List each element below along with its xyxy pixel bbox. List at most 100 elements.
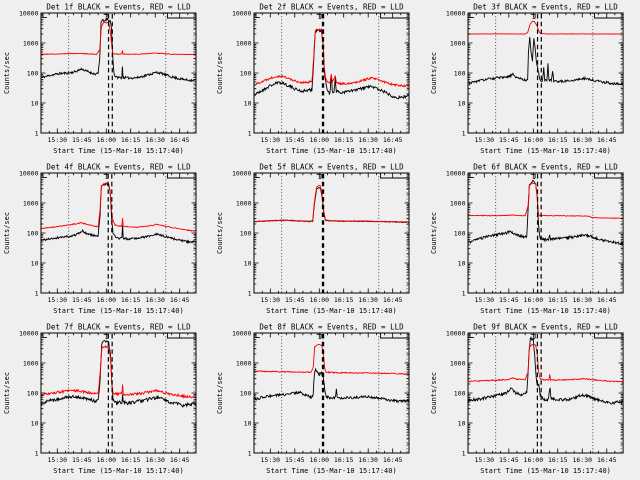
axis-ticks xyxy=(254,172,410,294)
x-tick-label: 15:30 xyxy=(474,136,494,144)
y-tick-label: 10 xyxy=(31,259,39,267)
black-events-curve xyxy=(253,367,410,404)
red-lld-curve xyxy=(467,182,623,219)
y-tick-label: 100 xyxy=(240,229,252,237)
y-axis-label: Counts/sec xyxy=(216,52,224,94)
panel-det-3f: Det 3f BLACK = Events, RED = LLD 1 10 100 10… xyxy=(427,0,640,160)
black-events-curve xyxy=(40,339,197,408)
plot-title: Det 4f BLACK = Events, RED = LLD xyxy=(46,162,191,171)
x-tick-label: 15:45 xyxy=(72,136,92,144)
x-tick-label: 16:00 xyxy=(523,296,543,304)
x-tick-label: 15:45 xyxy=(499,456,519,464)
x-axis-label: Start Time (15-Mar-10 15:17:40) xyxy=(53,467,183,475)
y-tick-label: 10 xyxy=(457,99,465,107)
y-axis-label: Counts/sec xyxy=(3,372,11,414)
y-tick-label: 10000 xyxy=(446,9,466,17)
plot-det-7f: Det 7f BLACK = Events, RED = LLD 1 10 100 10… xyxy=(3,322,197,475)
panel-det-7f: Det 7f BLACK = Events, RED = LLD 1 10 100 10… xyxy=(0,320,213,480)
y-axis-label: Counts/sec xyxy=(430,52,438,94)
y-tick-label: 10000 xyxy=(19,329,39,337)
flag-marker xyxy=(255,173,410,179)
y-tick-label: 100 xyxy=(27,389,39,397)
flag-marker xyxy=(42,13,196,19)
x-tick-label: 16:45 xyxy=(383,136,403,144)
y-tick-label: 1 xyxy=(461,289,465,297)
black-events-curve xyxy=(40,17,197,82)
y-axis-label: Counts/sec xyxy=(430,372,438,414)
x-tick-label: 15:45 xyxy=(285,136,305,144)
x-tick-label: 16:15 xyxy=(334,296,354,304)
x-tick-label: 15:30 xyxy=(48,296,68,304)
y-tick-label: 1000 xyxy=(236,199,252,207)
y-tick-label: 1000 xyxy=(236,359,252,367)
x-tick-label: 16:30 xyxy=(572,296,592,304)
plot-det-8f: Det 8f BLACK = Events, RED = LLD 1 10 100 10… xyxy=(216,322,410,475)
plot-title: Det 2f BLACK = Events, RED = LLD xyxy=(260,2,405,11)
x-axis-label: Start Time (15-Mar-10 15:17:40) xyxy=(267,467,397,475)
x-tick-label: 16:15 xyxy=(121,136,141,144)
x-tick-label: 16:30 xyxy=(359,296,379,304)
plot-det-1f: Det 1f BLACK = Events, RED = LLD 1 10 100 10… xyxy=(3,2,197,155)
axis-frame xyxy=(253,12,410,134)
x-tick-label: 15:45 xyxy=(72,456,92,464)
x-tick-label: 15:30 xyxy=(48,136,68,144)
x-tick-label: 15:30 xyxy=(261,296,281,304)
flag-marker xyxy=(469,333,623,339)
x-tick-label: 16:00 xyxy=(523,136,543,144)
red-lld-curve xyxy=(254,343,410,375)
y-tick-label: 1 xyxy=(461,129,465,137)
x-tick-label: 16:45 xyxy=(170,136,190,144)
x-tick-label: 16:45 xyxy=(597,456,617,464)
x-tick-label: 16:00 xyxy=(523,456,543,464)
y-tick-label: 100 xyxy=(240,389,252,397)
red-lld-curve xyxy=(467,20,623,35)
y-tick-label: 10 xyxy=(244,99,252,107)
panel-det-2f: Det 2f BLACK = Events, RED = LLD 1 10 100 10… xyxy=(213,0,426,160)
red-lld-curve xyxy=(40,182,197,232)
axis-frame xyxy=(467,332,624,454)
plot-title: Det 9f BLACK = Events, RED = LLD xyxy=(473,323,618,332)
axis-ticks xyxy=(467,12,623,134)
plot-title: Det 5f BLACK = Events, RED = LLD xyxy=(260,162,405,171)
y-tick-label: 1000 xyxy=(23,359,39,367)
y-tick-label: 1 xyxy=(248,289,252,297)
x-tick-label: 16:15 xyxy=(548,296,568,304)
x-tick-label: 15:30 xyxy=(474,456,494,464)
y-axis-label: Counts/sec xyxy=(3,212,11,254)
x-tick-label: 15:45 xyxy=(285,296,305,304)
flag-marker xyxy=(255,333,410,339)
y-tick-label: 100 xyxy=(240,69,252,77)
x-axis-label: Start Time (15-Mar-10 15:17:40) xyxy=(480,467,611,475)
plot-title: Det 8f BLACK = Events, RED = LLD xyxy=(260,322,405,331)
x-tick-label: 15:45 xyxy=(285,456,305,464)
y-tick-label: 10000 xyxy=(19,169,39,177)
x-tick-label: 16:30 xyxy=(145,136,165,144)
y-tick-label: 1 xyxy=(35,129,39,137)
y-tick-label: 10000 xyxy=(232,9,252,17)
flag-marker xyxy=(42,333,196,339)
flag-marker xyxy=(469,173,623,179)
x-tick-label: 16:00 xyxy=(97,296,117,304)
black-events-curve xyxy=(467,336,623,406)
y-tick-label: 10 xyxy=(457,259,465,267)
flag-marker xyxy=(42,173,196,179)
x-tick-label: 15:45 xyxy=(72,296,92,304)
red-lld-curve xyxy=(254,184,410,223)
x-tick-label: 16:45 xyxy=(383,296,403,304)
y-tick-label: 10000 xyxy=(446,169,466,177)
x-tick-label: 15:30 xyxy=(261,456,281,464)
flag-marker xyxy=(469,13,623,19)
x-tick-label: 16:15 xyxy=(548,136,568,144)
x-tick-label: 16:00 xyxy=(310,296,330,304)
x-tick-label: 16:45 xyxy=(170,296,190,304)
axis-ticks xyxy=(467,332,623,454)
x-tick-label: 16:45 xyxy=(597,136,617,144)
flag-marker xyxy=(255,13,410,19)
x-tick-label: 16:15 xyxy=(548,456,568,464)
plot-det-3f: Det 3f BLACK = Events, RED = LLD 1 10 100 10… xyxy=(430,3,624,155)
x-tick-label: 16:30 xyxy=(572,456,592,464)
plot-det-6f: Det 6f BLACK = Events, RED = LLD 1 10 100 10… xyxy=(430,163,624,315)
y-axis-label: Counts/sec xyxy=(3,52,11,94)
plot-title: Det 7f BLACK = Events, RED = LLD xyxy=(46,322,191,331)
